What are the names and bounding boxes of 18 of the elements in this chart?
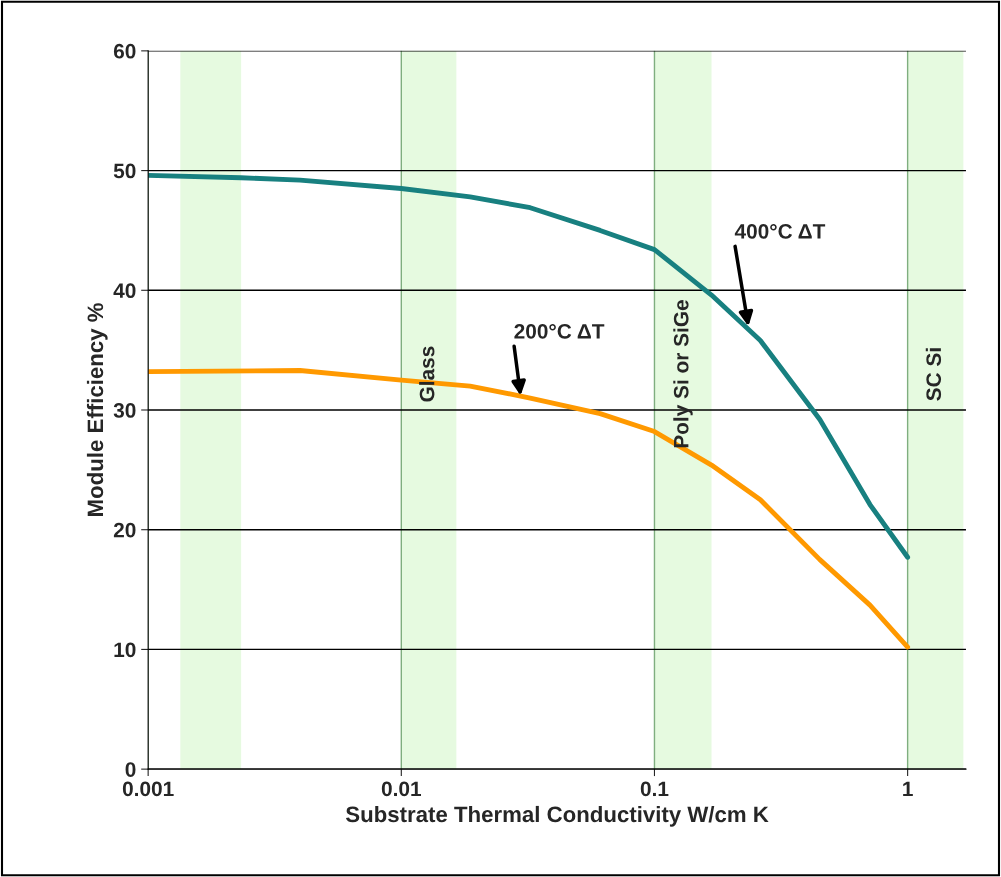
band-label: Poly Si or SiGe — [673, 300, 693, 448]
band-label: SC Si — [925, 348, 942, 401]
x-tick-label: 1 — [903, 781, 913, 797]
y-tick-label: 0 — [125, 762, 136, 777]
x-tick-label: 0.001 — [122, 781, 174, 797]
y-tick-label: 20 — [113, 522, 136, 538]
annotation: 400°C ΔT — [734, 224, 826, 239]
y-axis-title: Module Efficiency % — [86, 303, 108, 516]
x-axis-title: Substrate Thermal Conductivity W/cm K — [345, 805, 769, 827]
y-tick-label: 50 — [113, 163, 136, 179]
x-tick-label: 0.1 — [640, 781, 669, 797]
x-tick-label: 0.01 — [381, 781, 421, 797]
y-tick-label: 30 — [113, 403, 136, 418]
y-tick-label: 40 — [113, 283, 136, 299]
y-tick-label: 60 — [113, 43, 136, 59]
band-label: Glass — [419, 346, 435, 402]
annotation: 200°C ΔT — [514, 323, 605, 339]
y-tick-label: 10 — [114, 642, 136, 658]
